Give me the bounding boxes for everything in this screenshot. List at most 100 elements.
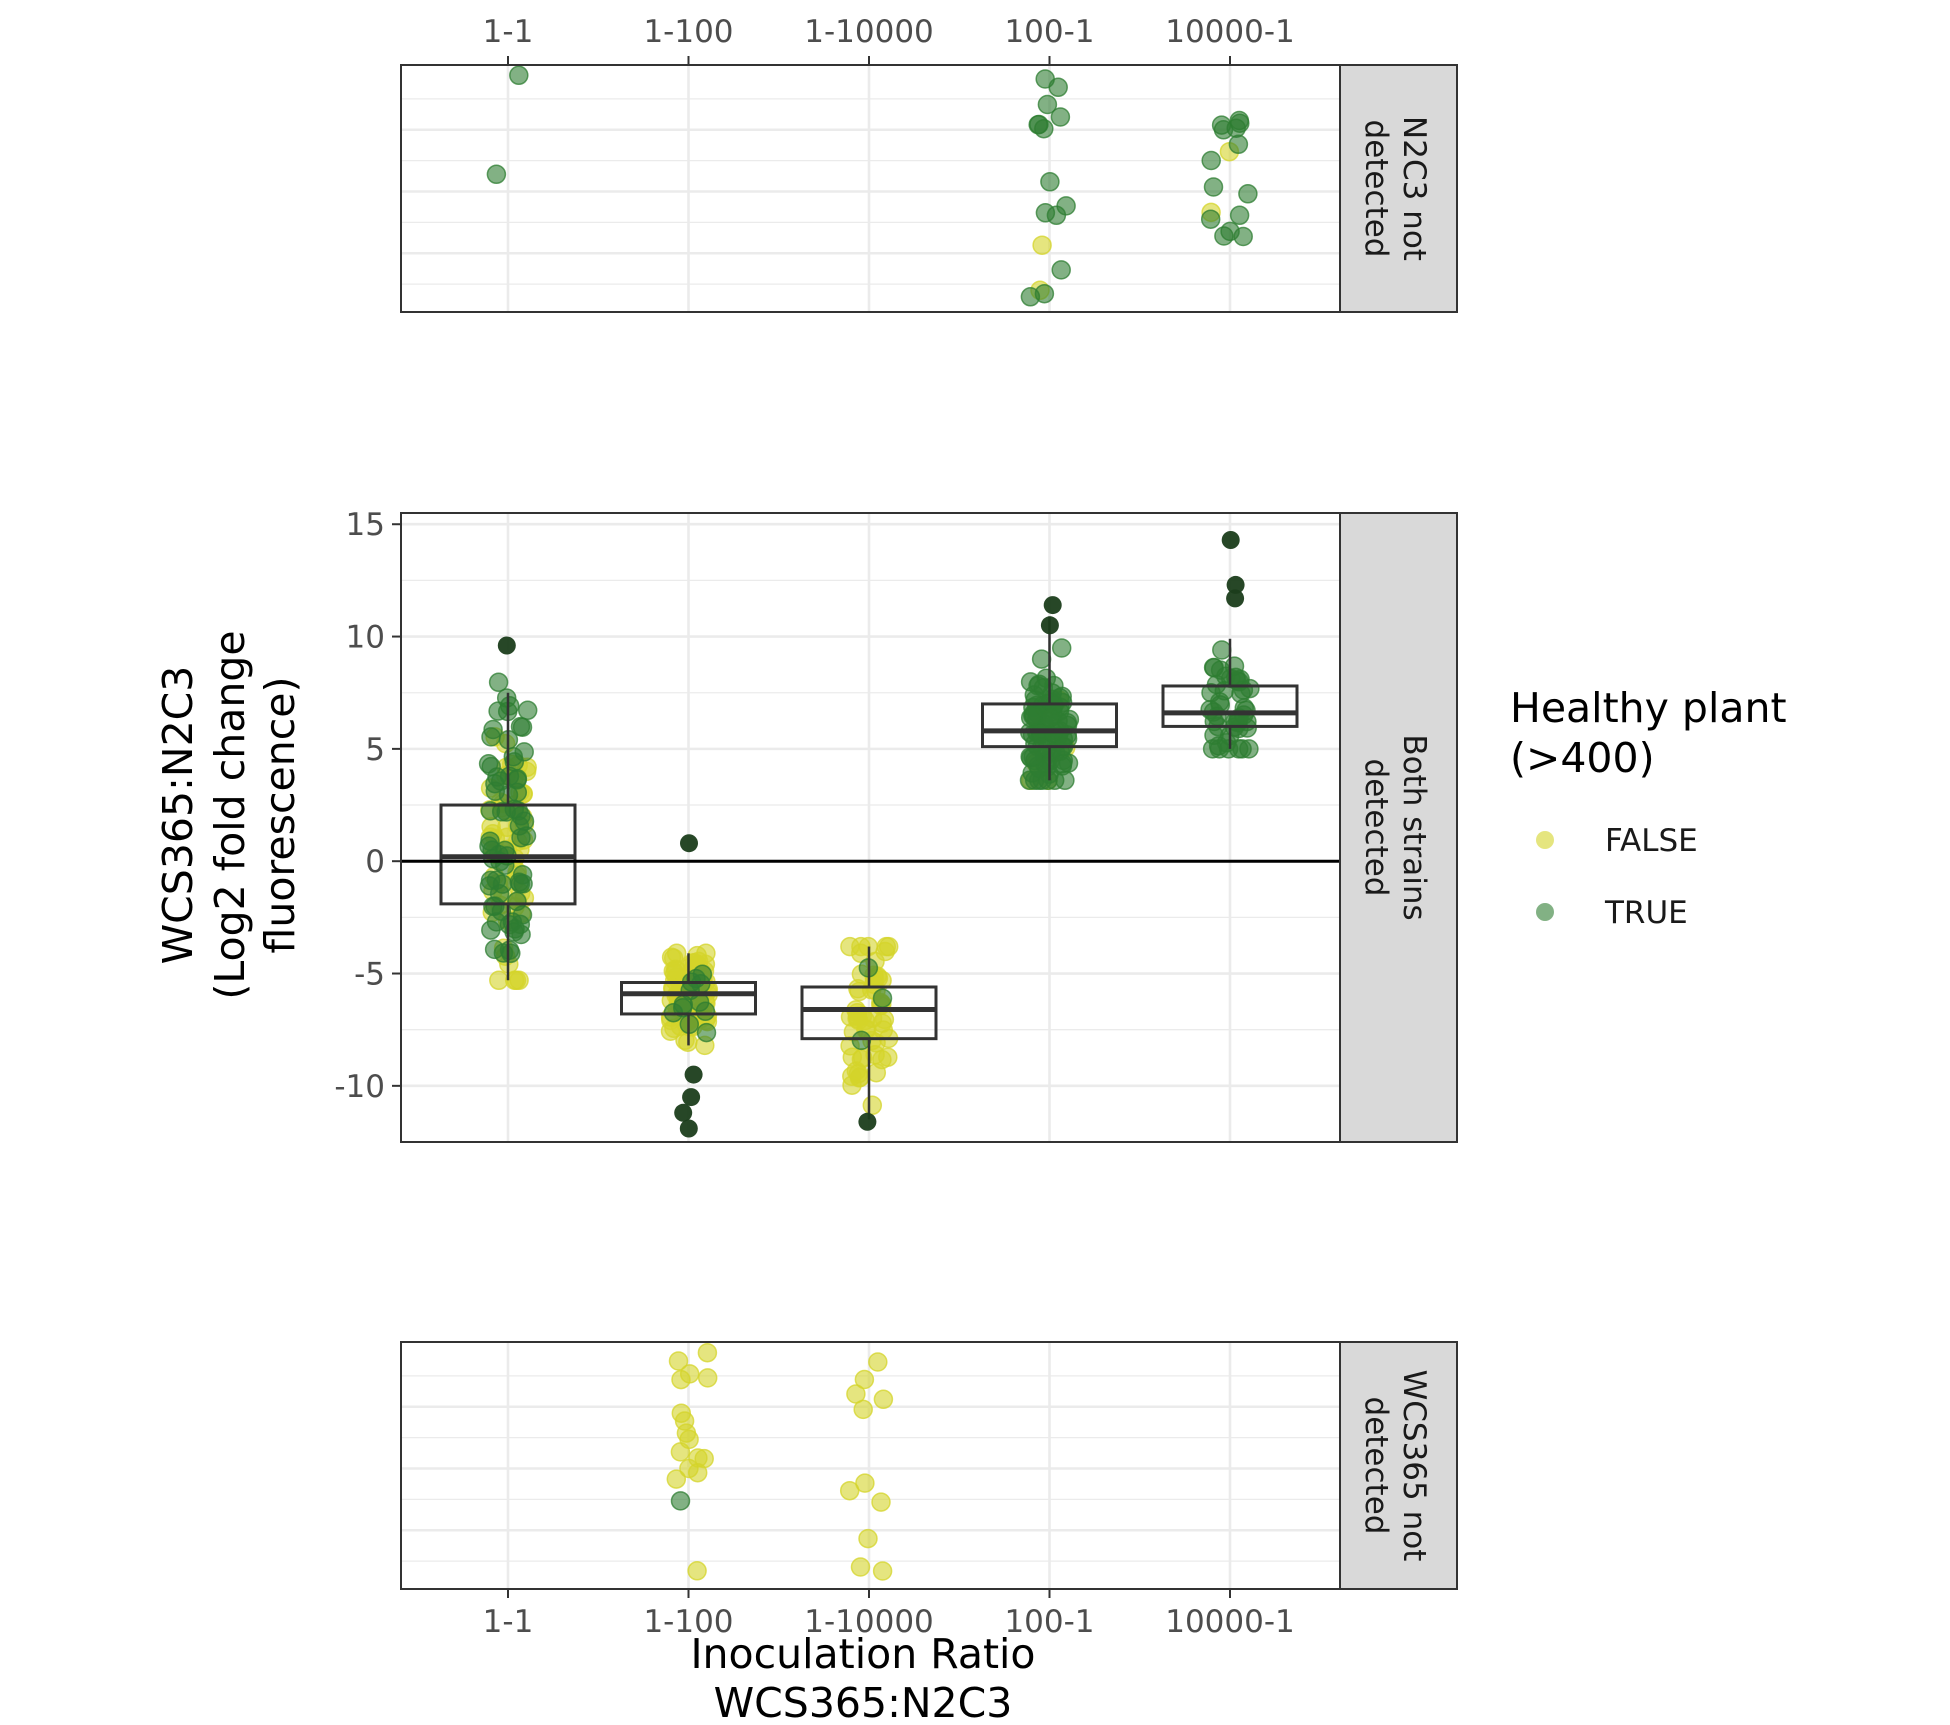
data-point	[679, 1364, 700, 1384]
box-iqr	[620, 981, 757, 1016]
outlier-point	[680, 834, 698, 853]
x-tick-label: 10000-1	[1165, 1604, 1295, 1640]
facet-strip	[1339, 512, 1458, 1143]
outlier-point	[1226, 589, 1245, 608]
outlier-point	[679, 1119, 698, 1138]
data-point	[1037, 94, 1058, 115]
facet-strip	[1339, 1341, 1458, 1590]
data-point	[668, 1351, 689, 1371]
facet-strip-text: WCS365 not	[1396, 1370, 1432, 1562]
box-iqr	[1161, 684, 1299, 728]
data-point	[854, 1369, 875, 1390]
y-axis: 15 10 5 0 -5 -10	[334, 507, 401, 1105]
outlier-point	[1043, 596, 1062, 615]
data-point	[1233, 226, 1253, 247]
x-tick-label: 100-1	[1004, 14, 1094, 50]
legend-key-false	[1536, 831, 1554, 849]
data-point	[666, 943, 687, 964]
y-axis-title-line1: WCS365:N2C3	[154, 666, 202, 965]
boxplot-10000-1	[1161, 638, 1299, 749]
data-point	[846, 1061, 867, 1081]
box-iqr	[800, 985, 938, 1041]
data-point	[1051, 260, 1071, 280]
panel-border	[400, 512, 1341, 1143]
data-point	[862, 1095, 883, 1116]
data-point	[1228, 134, 1249, 155]
outlier-point	[684, 1065, 703, 1084]
x-axis-bottom: 1-1 1-100 1-10000 100-1 10000-1	[483, 1589, 1295, 1640]
data-point	[1051, 638, 1072, 658]
data-point	[1224, 656, 1245, 676]
data-point	[481, 727, 501, 747]
data-point	[872, 988, 893, 1008]
facet-strip-text: detected	[1358, 759, 1394, 897]
data-point	[1023, 747, 1043, 767]
data-point	[481, 756, 501, 777]
data-point	[840, 936, 860, 957]
boxplot-1-100	[620, 953, 757, 1046]
y-axis-title-line3: fluorescence)	[256, 677, 304, 954]
boxplot-1-10000	[800, 946, 938, 1120]
data-point	[1046, 205, 1067, 226]
data-point	[1052, 753, 1073, 774]
x-tick-label: 1-1	[483, 14, 534, 50]
data-point	[511, 827, 531, 848]
data-point	[688, 1448, 708, 1468]
data-point	[666, 1469, 687, 1489]
data-point	[868, 1352, 888, 1372]
data-point	[1239, 739, 1259, 759]
data-point	[676, 1423, 697, 1443]
data-point	[858, 1528, 878, 1549]
outlier-point	[1226, 575, 1245, 594]
data-point	[855, 1473, 875, 1493]
labels: Inoculation Ratio WCS365:N2C3 WCS365:N2C…	[154, 630, 1787, 1725]
data-point	[851, 1030, 872, 1051]
x-axis-top: 1-1 1-100 1-10000 100-1 10000-1	[483, 14, 1295, 65]
y-axis-title-line2: (Log2 fold change	[206, 630, 254, 999]
y-tick-label: 5	[365, 732, 385, 768]
outlier-point	[682, 1088, 701, 1107]
data-point	[517, 700, 538, 721]
data-point	[1020, 672, 1041, 692]
y-tick-label: -10	[334, 1069, 385, 1105]
box-iqr	[981, 702, 1118, 749]
panel-background	[401, 65, 1340, 312]
data-point	[850, 1557, 871, 1577]
data-point	[1040, 172, 1060, 192]
facet-strip-text: N2C3 not	[1396, 116, 1432, 261]
data-point	[1238, 184, 1258, 204]
x-tick-label: 1-100	[643, 14, 733, 50]
outlier-point	[497, 636, 516, 655]
panel-border	[400, 1341, 1341, 1590]
legend-key-true	[1536, 903, 1554, 921]
data-point	[493, 943, 514, 963]
data-point	[871, 1492, 891, 1512]
data-point	[488, 672, 509, 693]
facet-strip	[1339, 64, 1458, 313]
data-point	[1032, 235, 1052, 255]
panel-border	[400, 64, 1341, 313]
data-point	[1050, 107, 1071, 127]
outlier-point	[1221, 531, 1240, 549]
y-tick-label: 10	[346, 620, 385, 656]
data-point	[875, 941, 895, 962]
legend-title-line1: Healthy plant	[1510, 684, 1787, 732]
data-point	[1034, 283, 1055, 304]
data-point	[1023, 706, 1043, 726]
boxplots	[439, 531, 1299, 1138]
data-point	[509, 872, 530, 892]
y-tick-label: 15	[346, 507, 385, 543]
data-point	[504, 922, 524, 942]
data-point	[509, 65, 529, 86]
data-point	[1240, 678, 1260, 699]
data-point	[696, 1022, 717, 1043]
data-point	[670, 1491, 691, 1511]
outlier-point	[1040, 616, 1059, 635]
facet-strip-text: detected	[1358, 1397, 1394, 1535]
x-tick-label: 100-1	[1004, 1604, 1094, 1640]
data-point	[865, 1044, 885, 1065]
x-axis-title-line1: Inoculation Ratio	[690, 1630, 1035, 1678]
